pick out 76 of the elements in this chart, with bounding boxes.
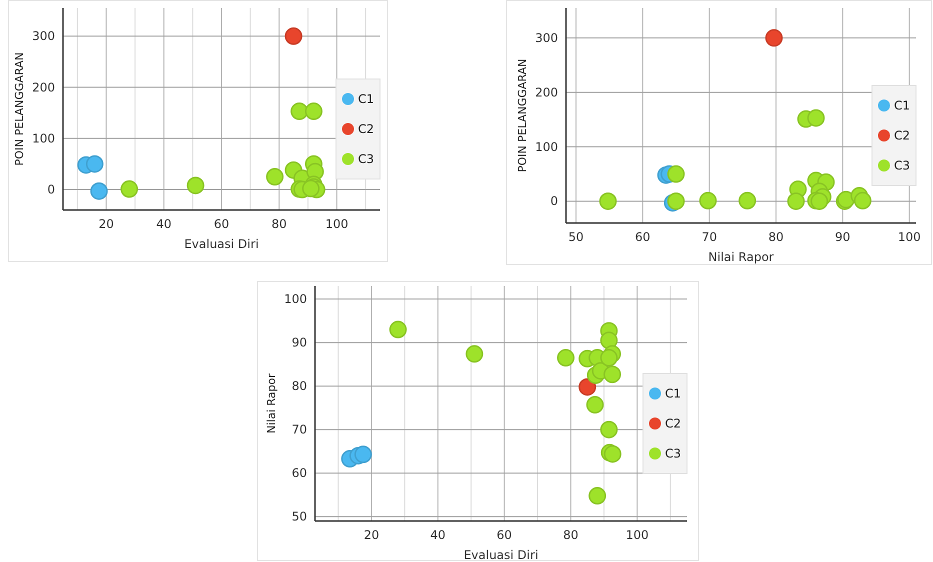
y-tick-label: 300 xyxy=(32,29,55,44)
point xyxy=(738,192,756,210)
y-axis-title: POIN PELANGGARAN xyxy=(13,52,26,166)
point xyxy=(667,192,685,210)
legend-label: C2 xyxy=(665,416,682,430)
legend-label: C2 xyxy=(894,128,910,142)
x-tick-label: 60 xyxy=(496,528,512,542)
x-tick-label: 60 xyxy=(635,230,650,244)
y-tick-label: 50 xyxy=(292,510,307,524)
y-tick-label: 0 xyxy=(47,182,55,197)
y-axis-title: Nilai Rapor xyxy=(265,373,278,434)
y-tick-label: 100 xyxy=(284,292,307,306)
x-tick-label: 80 xyxy=(271,217,287,231)
legend-label: C3 xyxy=(894,158,910,172)
y-tick-label: 0 xyxy=(550,194,558,208)
x-tick-label: 40 xyxy=(430,528,446,542)
y-tick-label: 300 xyxy=(535,30,558,45)
point xyxy=(557,349,575,367)
x-axis-title: Nilai Rapor xyxy=(708,250,774,264)
point xyxy=(186,176,204,194)
x-tick-label: 100 xyxy=(898,230,921,244)
y-tick-label: 200 xyxy=(32,80,55,94)
point xyxy=(667,165,685,183)
legend-label: C2 xyxy=(358,122,374,136)
point xyxy=(290,102,308,120)
x-tick-label: 100 xyxy=(325,217,348,231)
x-tick-label: 90 xyxy=(835,230,850,244)
point xyxy=(604,445,622,463)
point xyxy=(600,332,618,350)
x-tick-label: 40 xyxy=(156,217,172,231)
y-tick-label: 90 xyxy=(292,336,307,350)
point xyxy=(699,192,717,210)
point xyxy=(578,378,596,396)
x-tick-label: 70 xyxy=(702,230,717,244)
y-tick-label: 200 xyxy=(535,85,558,100)
x-tick-label: 60 xyxy=(214,217,230,231)
x-axis-title: Evaluasi Diri xyxy=(184,237,259,251)
point xyxy=(599,192,617,210)
point xyxy=(284,27,302,45)
point xyxy=(90,182,108,200)
point xyxy=(302,180,320,198)
legend-label: C1 xyxy=(358,92,374,106)
point xyxy=(765,29,783,47)
point xyxy=(120,180,138,198)
legend-label: C3 xyxy=(665,446,682,460)
x-tick-label: 20 xyxy=(364,528,380,542)
point xyxy=(466,345,484,363)
x-tick-label: 80 xyxy=(768,230,784,244)
x-axis-title: Evaluasi Diri xyxy=(464,548,538,562)
y-tick-label: 70 xyxy=(292,422,307,437)
x-tick-label: 100 xyxy=(626,528,649,542)
point xyxy=(600,349,618,367)
point xyxy=(588,487,606,505)
point xyxy=(354,446,372,464)
point xyxy=(304,102,322,120)
point xyxy=(787,192,805,210)
point xyxy=(86,155,104,173)
point xyxy=(600,420,618,438)
point xyxy=(586,396,604,414)
y-tick-label: 80 xyxy=(292,379,307,394)
legend-label: C1 xyxy=(665,386,682,400)
point xyxy=(807,109,825,127)
x-tick-label: 20 xyxy=(98,217,114,231)
y-tick-label: 100 xyxy=(32,131,55,146)
point xyxy=(810,192,828,210)
point xyxy=(604,366,622,384)
legend-label: C1 xyxy=(894,98,910,112)
x-tick-label: 50 xyxy=(568,230,584,244)
x-tick-label: 80 xyxy=(563,528,578,542)
y-axis-title: POIN PELANGGARAN xyxy=(516,58,529,172)
y-tick-label: 100 xyxy=(535,140,558,154)
point xyxy=(266,168,284,186)
point xyxy=(389,320,407,338)
y-tick-label: 60 xyxy=(292,466,307,480)
point xyxy=(854,192,872,210)
legend-label: C3 xyxy=(358,152,374,166)
